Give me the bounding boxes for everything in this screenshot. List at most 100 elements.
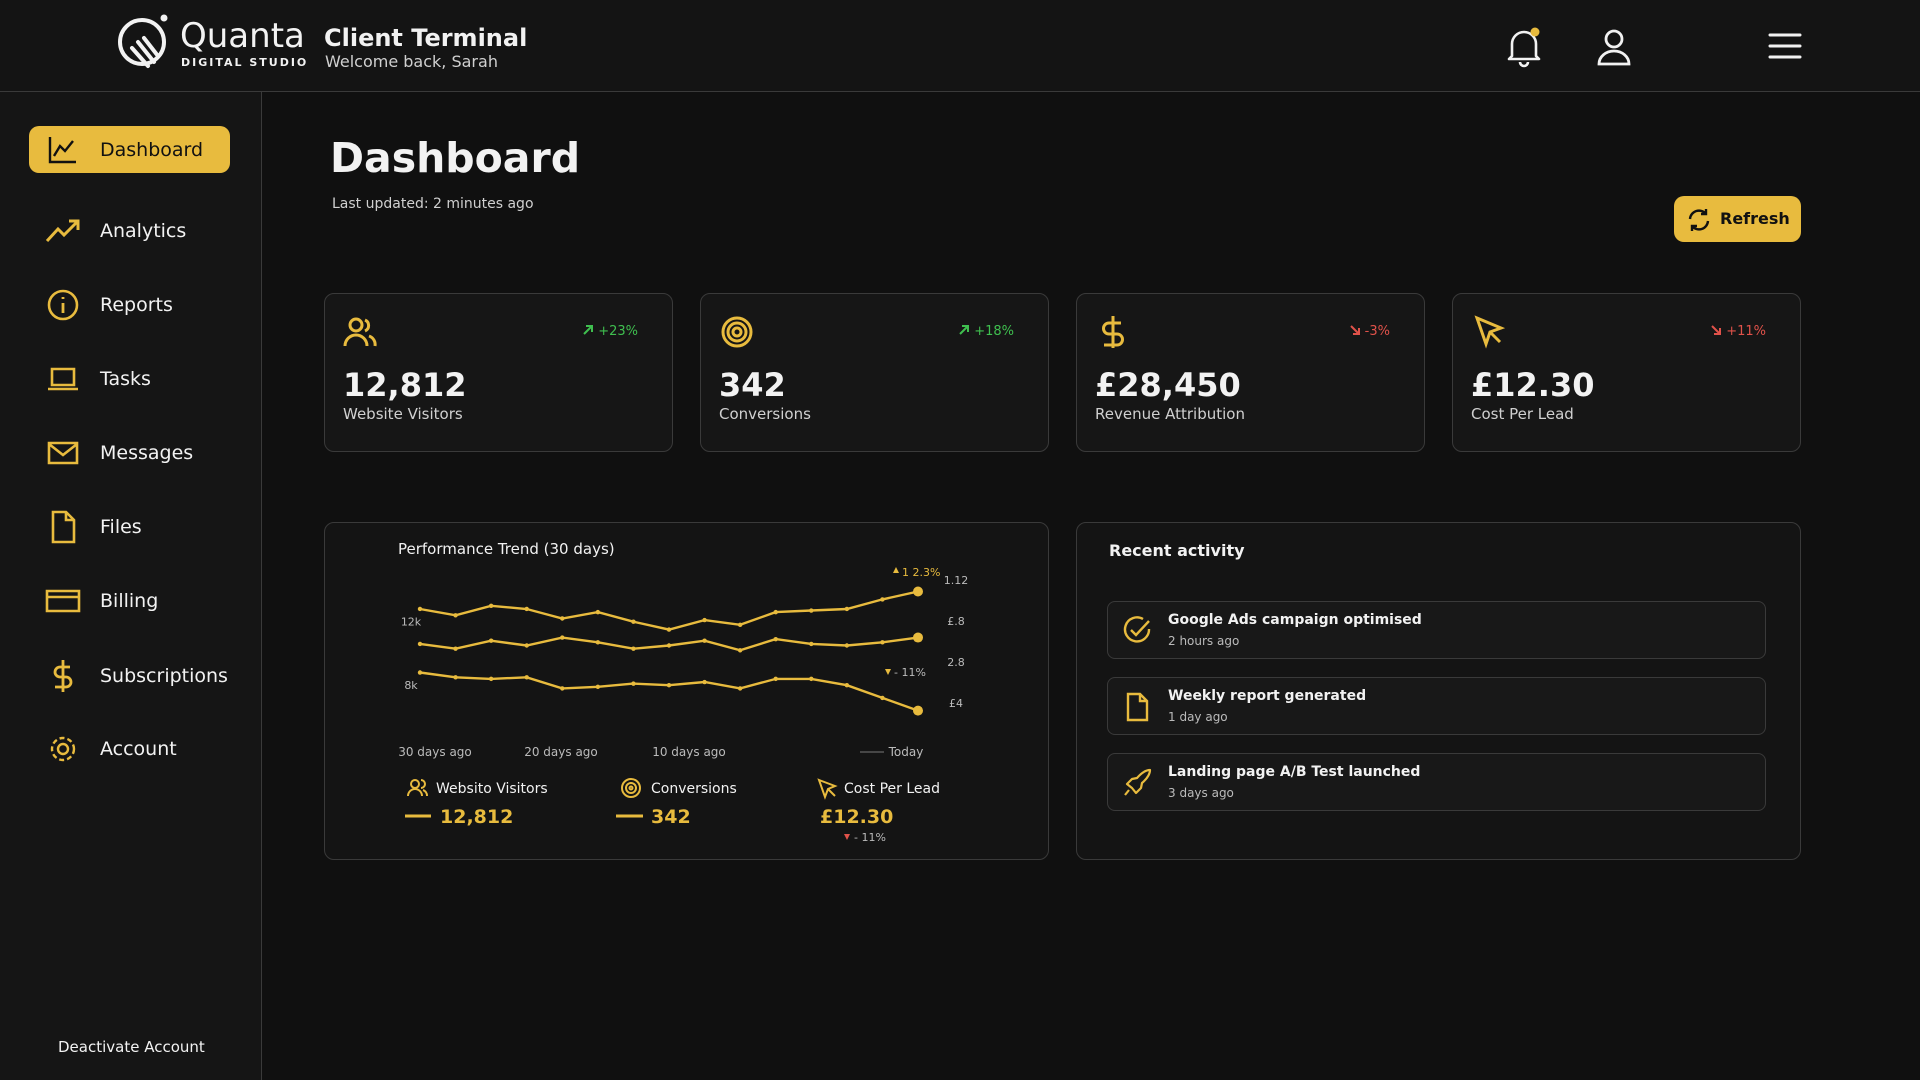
- icon: [1126, 692, 1149, 722]
- kpi-label: Cost Per Lead: [1471, 405, 1574, 423]
- kpi-change: +23%: [582, 324, 638, 339]
- kpi-change-text: +23%: [598, 324, 638, 339]
- icon: [1688, 209, 1710, 231]
- arrow: [583, 325, 594, 335]
- nav-item[interactable]: Billing: [29, 577, 230, 624]
- series-point: [595, 640, 601, 645]
- nav-item[interactable]: Subscriptions: [29, 652, 230, 699]
- activity-item-title: Google Ads campaign optimised: [1168, 612, 1422, 628]
- series-point: [773, 609, 778, 615]
- kpi-label: Revenue Attribution: [1095, 405, 1245, 423]
- series-point: [631, 619, 636, 624]
- series-point: [913, 632, 923, 643]
- icon: [1474, 315, 1506, 349]
- activity-item-time: 2 hours ago: [1168, 634, 1240, 648]
- x-tick-label: Today: [888, 745, 924, 759]
- icon: [1124, 768, 1152, 796]
- activity-item-title: Weekly report generated: [1168, 688, 1367, 704]
- activity-item[interactable]: Google Ads campaign optimised 2 hours ago: [1107, 601, 1766, 659]
- icon: [721, 316, 753, 348]
- kpi-card: -3% £28,450 Revenue Attribution: [1076, 293, 1425, 452]
- series-point: [737, 686, 743, 691]
- series-point: [809, 641, 814, 647]
- activity-item[interactable]: Landing page A/B Test launched 3 days ago: [1107, 753, 1766, 811]
- refresh-button[interactable]: Refresh: [1674, 196, 1801, 242]
- nav-label: Reports: [100, 293, 173, 316]
- nav-item[interactable]: Tasks: [29, 355, 230, 402]
- activity-item-time: 3 days ago: [1168, 786, 1234, 800]
- trend-chart: Performance Trend (30 days) 12k 8k 1.12 £.8 2…: [398, 540, 969, 844]
- series-point: [631, 646, 636, 651]
- header-subtitle: Welcome back, Sarah: [325, 52, 498, 71]
- nav-item[interactable]: Analytics: [29, 207, 230, 254]
- series-point: [524, 643, 529, 648]
- series-point: [524, 606, 529, 612]
- nav-label: Subscriptions: [100, 664, 228, 687]
- kpi-value: 12,812: [343, 366, 467, 404]
- activity-item[interactable]: Weekly report generated 1 day ago: [1107, 677, 1766, 735]
- series-point: [844, 606, 850, 612]
- deactivate-link[interactable]: Deactivate Account: [58, 1038, 205, 1056]
- nav-item[interactable]: Dashboard: [29, 126, 230, 173]
- legend-note-arrow: [844, 834, 850, 840]
- icon: [47, 441, 79, 464]
- arrow: [959, 325, 970, 335]
- icon: [51, 510, 76, 543]
- notifications-button[interactable]: [1504, 26, 1544, 68]
- series-point: [417, 606, 423, 612]
- annotation-arrow: [885, 669, 891, 675]
- series-point: [560, 616, 565, 621]
- menu-button[interactable]: [1768, 32, 1802, 60]
- series-point: [809, 676, 814, 682]
- header: Quanta DIGITAL STUDIO Client Terminal We…: [0, 0, 1920, 92]
- trend-panel: Performance Trend (30 days) 12k 8k 1.12 £.8 2…: [324, 522, 1049, 860]
- nav-item[interactable]: Account: [29, 725, 230, 772]
- icon: [53, 659, 73, 692]
- series-point: [913, 586, 923, 597]
- series-point: [417, 670, 423, 675]
- y2-tick-label: £.8: [947, 615, 965, 628]
- series-line: [419, 671, 919, 712]
- chart-title: Performance Trend (30 days): [398, 540, 615, 558]
- kpi-value: 342: [719, 366, 786, 404]
- icon: [45, 589, 81, 612]
- header-title: Client Terminal: [324, 24, 528, 52]
- series-point: [809, 608, 814, 613]
- icon: [1123, 616, 1151, 643]
- nav-label: Files: [100, 515, 142, 538]
- series-point: [702, 638, 707, 643]
- activity-title: Recent activity: [1109, 541, 1245, 560]
- legend-label: Conversions: [651, 781, 737, 797]
- kpi-change-text: -3%: [1364, 324, 1390, 339]
- profile-button[interactable]: [1596, 28, 1632, 66]
- series-point: [737, 648, 743, 653]
- nav-item[interactable]: Files: [29, 503, 230, 550]
- series-point: [773, 636, 778, 642]
- refresh-label: Refresh: [1720, 209, 1790, 228]
- icon: [343, 317, 377, 347]
- arrow-path: [1711, 325, 1722, 335]
- legend-label: Cost Per Lead: [844, 781, 940, 797]
- y2-tick-label: 1.12: [944, 574, 969, 587]
- series-point: [453, 675, 458, 680]
- last-updated: Last updated: 2 minutes ago: [332, 196, 534, 212]
- icon: [47, 289, 79, 320]
- activity-item-time: 1 day ago: [1168, 710, 1228, 724]
- kpi-change-text: +11%: [1726, 324, 1766, 339]
- x-tick-label: 20 days ago: [524, 745, 598, 759]
- nav-item[interactable]: Messages: [29, 429, 230, 476]
- kpi-card: +23% 12,812 Website Visitors: [324, 293, 673, 452]
- arrow-path: [1349, 325, 1360, 335]
- nav-label: Dashboard: [100, 138, 204, 161]
- series-point: [844, 643, 850, 648]
- kpi-value: £28,450: [1095, 366, 1241, 404]
- legend-icon: [407, 779, 428, 797]
- nav-item[interactable]: Reports: [29, 281, 230, 328]
- kpi-label: Website Visitors: [343, 405, 463, 423]
- series-point: [880, 695, 885, 701]
- y2-tick-label: £4: [949, 697, 963, 710]
- kpi-change: -3%: [1349, 324, 1390, 339]
- arrow-path: [583, 325, 594, 335]
- series-point: [773, 676, 778, 682]
